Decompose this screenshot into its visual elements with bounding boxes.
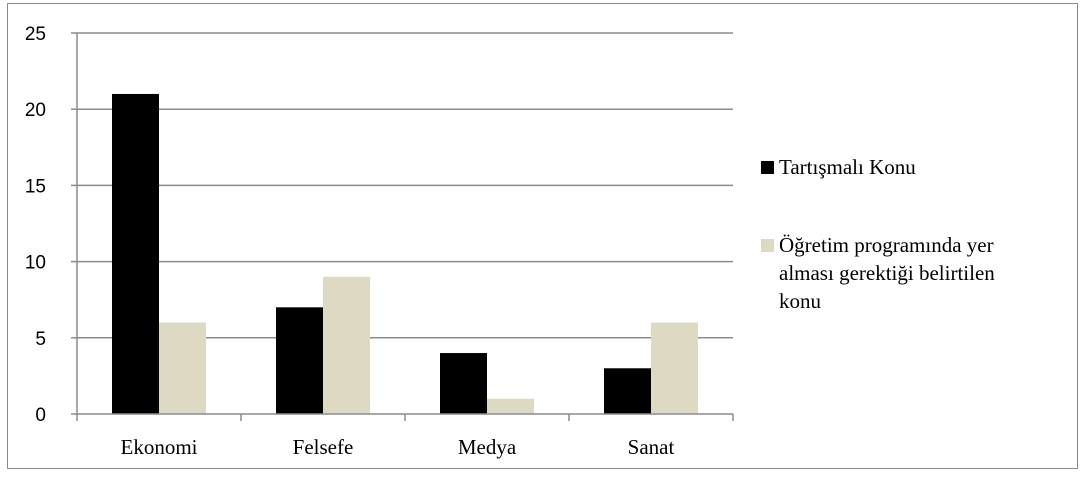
bar-ekonomi-series-1 <box>112 93 159 415</box>
y-tick-label: 25 <box>25 24 46 45</box>
y-tick-label: 5 <box>35 329 46 350</box>
y-tick-label: 15 <box>25 176 46 197</box>
bar-sanat-series-2 <box>651 322 698 414</box>
x-category-label: Felsefe <box>293 435 354 459</box>
x-category-label: Sanat <box>628 435 675 459</box>
bar-ekonomi-series-2 <box>159 322 206 414</box>
bar-medya-series-2 <box>487 398 534 414</box>
y-tick-label: 0 <box>35 405 46 426</box>
y-tick-label: 20 <box>25 100 46 121</box>
legend: Tartışmalı Konu Öğretim programında yer al… <box>761 155 995 313</box>
legend-swatch <box>761 161 774 174</box>
bar-felsefe-series-1 <box>276 307 323 414</box>
x-category-label: Ekonomi <box>121 435 198 459</box>
axes <box>71 32 734 421</box>
legend-swatch <box>761 239 774 252</box>
y-tick-label: 10 <box>25 253 46 274</box>
y-tick-labels: 0 5 10 15 20 25 <box>25 24 46 426</box>
legend-label: Öğretim programında yer alması gerektiği … <box>779 233 995 313</box>
bar-sanat-series-1 <box>604 368 651 414</box>
gridlines <box>77 32 733 339</box>
x-category-labels: Ekonomi Felsefe Medya Sanat <box>121 435 675 459</box>
bar-medya-series-1 <box>440 353 487 414</box>
x-category-label: Medya <box>458 435 517 459</box>
bar-felsefe-series-2 <box>323 276 370 414</box>
bars <box>112 93 698 415</box>
legend-label: Tartışmalı Konu <box>779 155 916 179</box>
